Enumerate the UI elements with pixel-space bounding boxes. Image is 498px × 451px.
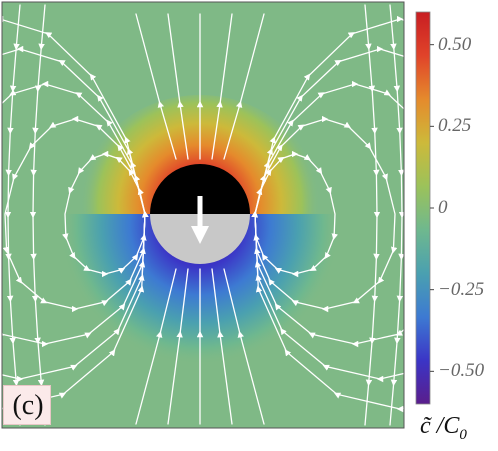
- plot-frame: [1, 1, 405, 429]
- streamline: [223, 268, 265, 425]
- colorbar-tick-label: 0.50: [438, 33, 472, 55]
- colorbar-tick-label: 0.25: [438, 115, 472, 137]
- streamline: [251, 15, 404, 413]
- streamline: [135, 13, 177, 160]
- colorbar-ticks: [430, 44, 434, 372]
- panel-label: (c): [12, 390, 44, 421]
- streamline: [167, 268, 189, 425]
- direction-arrow-icon: [191, 226, 209, 244]
- streamline: [211, 13, 233, 160]
- colorbar-tick-label: −0.25: [438, 278, 485, 300]
- streamline: [223, 13, 265, 160]
- panel-label-box: (c): [3, 385, 51, 425]
- streamline: [2, 15, 149, 413]
- colorbar-tick-label: 0: [438, 197, 448, 218]
- colorbar-title-main: c̃ /C: [420, 413, 460, 439]
- streamline: [389, 4, 404, 426]
- particle-top-half: [150, 164, 250, 214]
- colorbar: [415, 11, 434, 405]
- streamline: [4, 4, 21, 426]
- streamline: [29, 4, 46, 426]
- streamline: [364, 4, 381, 426]
- colorbar-title-sub: 0: [459, 426, 467, 443]
- particle: [150, 164, 250, 264]
- streamline: [211, 268, 233, 425]
- streamline: [167, 13, 189, 160]
- colorbar-gradient: [415, 11, 431, 405]
- colorbar-tick-label: −0.50: [438, 360, 485, 382]
- colorbar-title: c̃ /C0: [420, 410, 498, 443]
- streamline: [135, 268, 177, 425]
- streamlines: [2, 4, 404, 426]
